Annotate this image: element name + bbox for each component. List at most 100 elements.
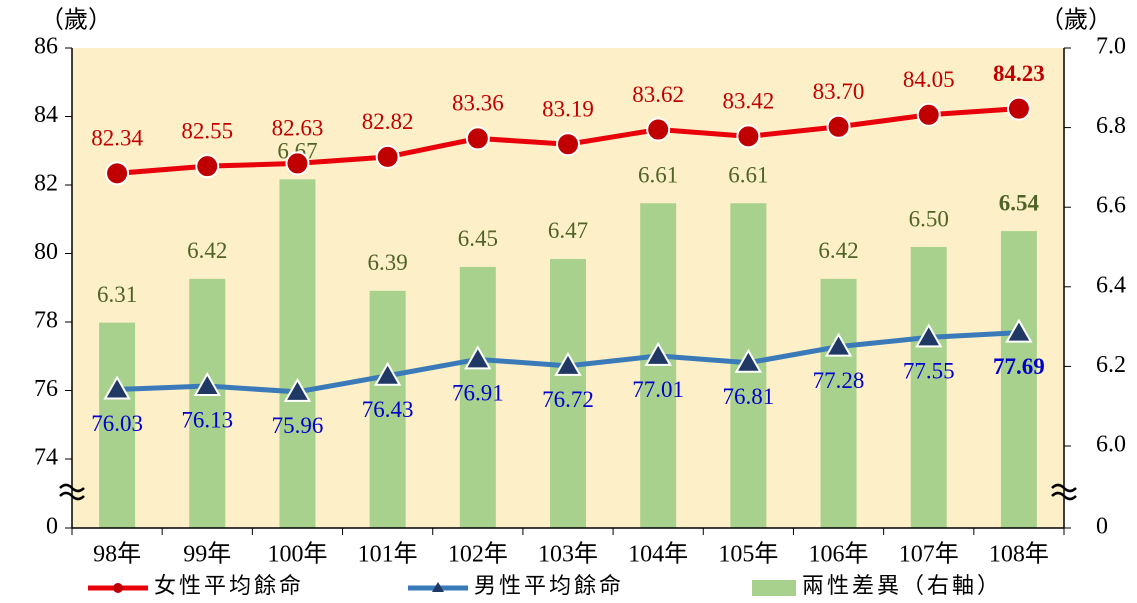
point-label: 76.03 — [91, 411, 143, 436]
marker — [554, 351, 582, 376]
point-label: 76.91 — [452, 381, 504, 406]
y-tick-label: 86 — [34, 34, 58, 60]
x-tick-label: 98年 — [93, 541, 141, 568]
point-label: 83.19 — [542, 97, 594, 122]
marker — [826, 114, 851, 139]
legend-marker — [113, 583, 123, 593]
marker — [915, 323, 943, 348]
y2-tick-label: 6.2 — [1096, 352, 1126, 378]
bar — [279, 179, 316, 528]
point-label: 82.34 — [91, 126, 143, 151]
bar — [1000, 231, 1037, 528]
y2-tick-label: 6.4 — [1096, 272, 1126, 298]
y2-axis-label: （歲） — [1040, 7, 1112, 34]
axis-break — [1051, 483, 1077, 493]
marker — [734, 348, 763, 373]
point-label: 83.62 — [632, 82, 684, 107]
x-tick-label: 104年 — [628, 541, 688, 568]
marker — [193, 372, 221, 397]
marker — [736, 124, 761, 149]
x-tick-label: 108年 — [989, 541, 1049, 568]
marker — [465, 126, 490, 151]
y-tick-label: 0 — [46, 514, 58, 540]
y2-tick-label: 6.8 — [1096, 113, 1126, 139]
marker — [464, 345, 492, 370]
point-label: 83.42 — [722, 89, 774, 114]
x-tick-label: 102年 — [448, 541, 508, 568]
y2-tick-label: 0 — [1096, 514, 1108, 540]
y-tick-label: 78 — [34, 308, 58, 334]
point-label: 77.69 — [993, 354, 1045, 379]
point-label: 77.28 — [813, 368, 865, 393]
marker — [373, 361, 402, 386]
x-tick-label: 101年 — [358, 541, 418, 568]
legend-swatch — [752, 580, 796, 596]
y-tick-label: 82 — [34, 171, 58, 197]
y2-tick-label: 6.6 — [1096, 193, 1126, 219]
bar-label: 6.61 — [728, 163, 768, 188]
x-tick-label: 103年 — [538, 541, 598, 568]
marker — [1005, 318, 1033, 343]
x-tick-label: 105年 — [718, 541, 778, 568]
marker — [1006, 96, 1031, 121]
point-label: 83.70 — [813, 79, 865, 104]
bar — [459, 266, 496, 528]
bar-label: 6.54 — [999, 190, 1040, 215]
bar-label: 6.39 — [368, 250, 408, 275]
x-tick-label: 106年 — [809, 541, 869, 568]
y-tick-label: 76 — [34, 376, 58, 402]
marker — [644, 341, 672, 366]
point-label: 76.72 — [542, 387, 594, 412]
x-tick-label: 99年 — [183, 541, 231, 568]
point-label: 76.43 — [362, 397, 414, 422]
y2-tick-label: 7.0 — [1096, 34, 1126, 60]
point-label: 75.96 — [272, 413, 324, 438]
point-label: 77.55 — [903, 359, 955, 384]
marker — [285, 151, 310, 176]
bar-label: 6.31 — [97, 282, 137, 307]
marker — [556, 132, 580, 157]
point-label: 83.36 — [452, 91, 504, 116]
x-tick-label: 107年 — [899, 541, 959, 568]
x-tick-label: 100年 — [267, 541, 327, 568]
y-tick-label: 80 — [34, 239, 58, 265]
legend-label: 男性平均餘命 — [474, 573, 624, 598]
point-label: 77.01 — [632, 377, 684, 402]
bar — [910, 247, 947, 528]
bar-label: 6.42 — [818, 238, 858, 263]
point-label: 82.63 — [272, 116, 324, 141]
point-label: 76.81 — [722, 384, 774, 409]
y-tick-label: 74 — [34, 445, 58, 471]
axis-break — [1051, 491, 1077, 501]
marker — [646, 117, 671, 142]
bar-label: 6.50 — [909, 206, 949, 231]
bar-label: 6.61 — [638, 163, 678, 188]
marker — [824, 332, 853, 357]
bar — [820, 278, 857, 528]
point-label: 84.23 — [993, 61, 1045, 86]
legend-label: 兩性差異（右軸） — [802, 573, 1002, 598]
marker — [283, 377, 312, 402]
point-label: 84.05 — [903, 67, 955, 92]
bar-label: 6.47 — [548, 218, 588, 243]
bar-label: 6.42 — [187, 238, 227, 263]
y-axis-label: （歲） — [40, 7, 112, 34]
y2-tick-label: 6.0 — [1096, 432, 1126, 458]
bar — [99, 322, 136, 528]
legend-marker — [432, 582, 444, 592]
y-tick-label: 84 — [34, 102, 58, 128]
bar — [550, 258, 586, 528]
point-label: 82.55 — [181, 118, 233, 143]
point-label: 82.82 — [362, 109, 414, 134]
axis-break — [59, 483, 85, 493]
marker — [195, 154, 220, 179]
bar — [189, 278, 226, 528]
axis-break — [59, 491, 85, 501]
point-label: 76.13 — [181, 407, 233, 432]
bar — [369, 290, 406, 528]
legend-label: 女性平均餘命 — [154, 573, 304, 598]
marker — [375, 144, 400, 169]
marker — [103, 375, 131, 400]
marker — [105, 161, 130, 186]
